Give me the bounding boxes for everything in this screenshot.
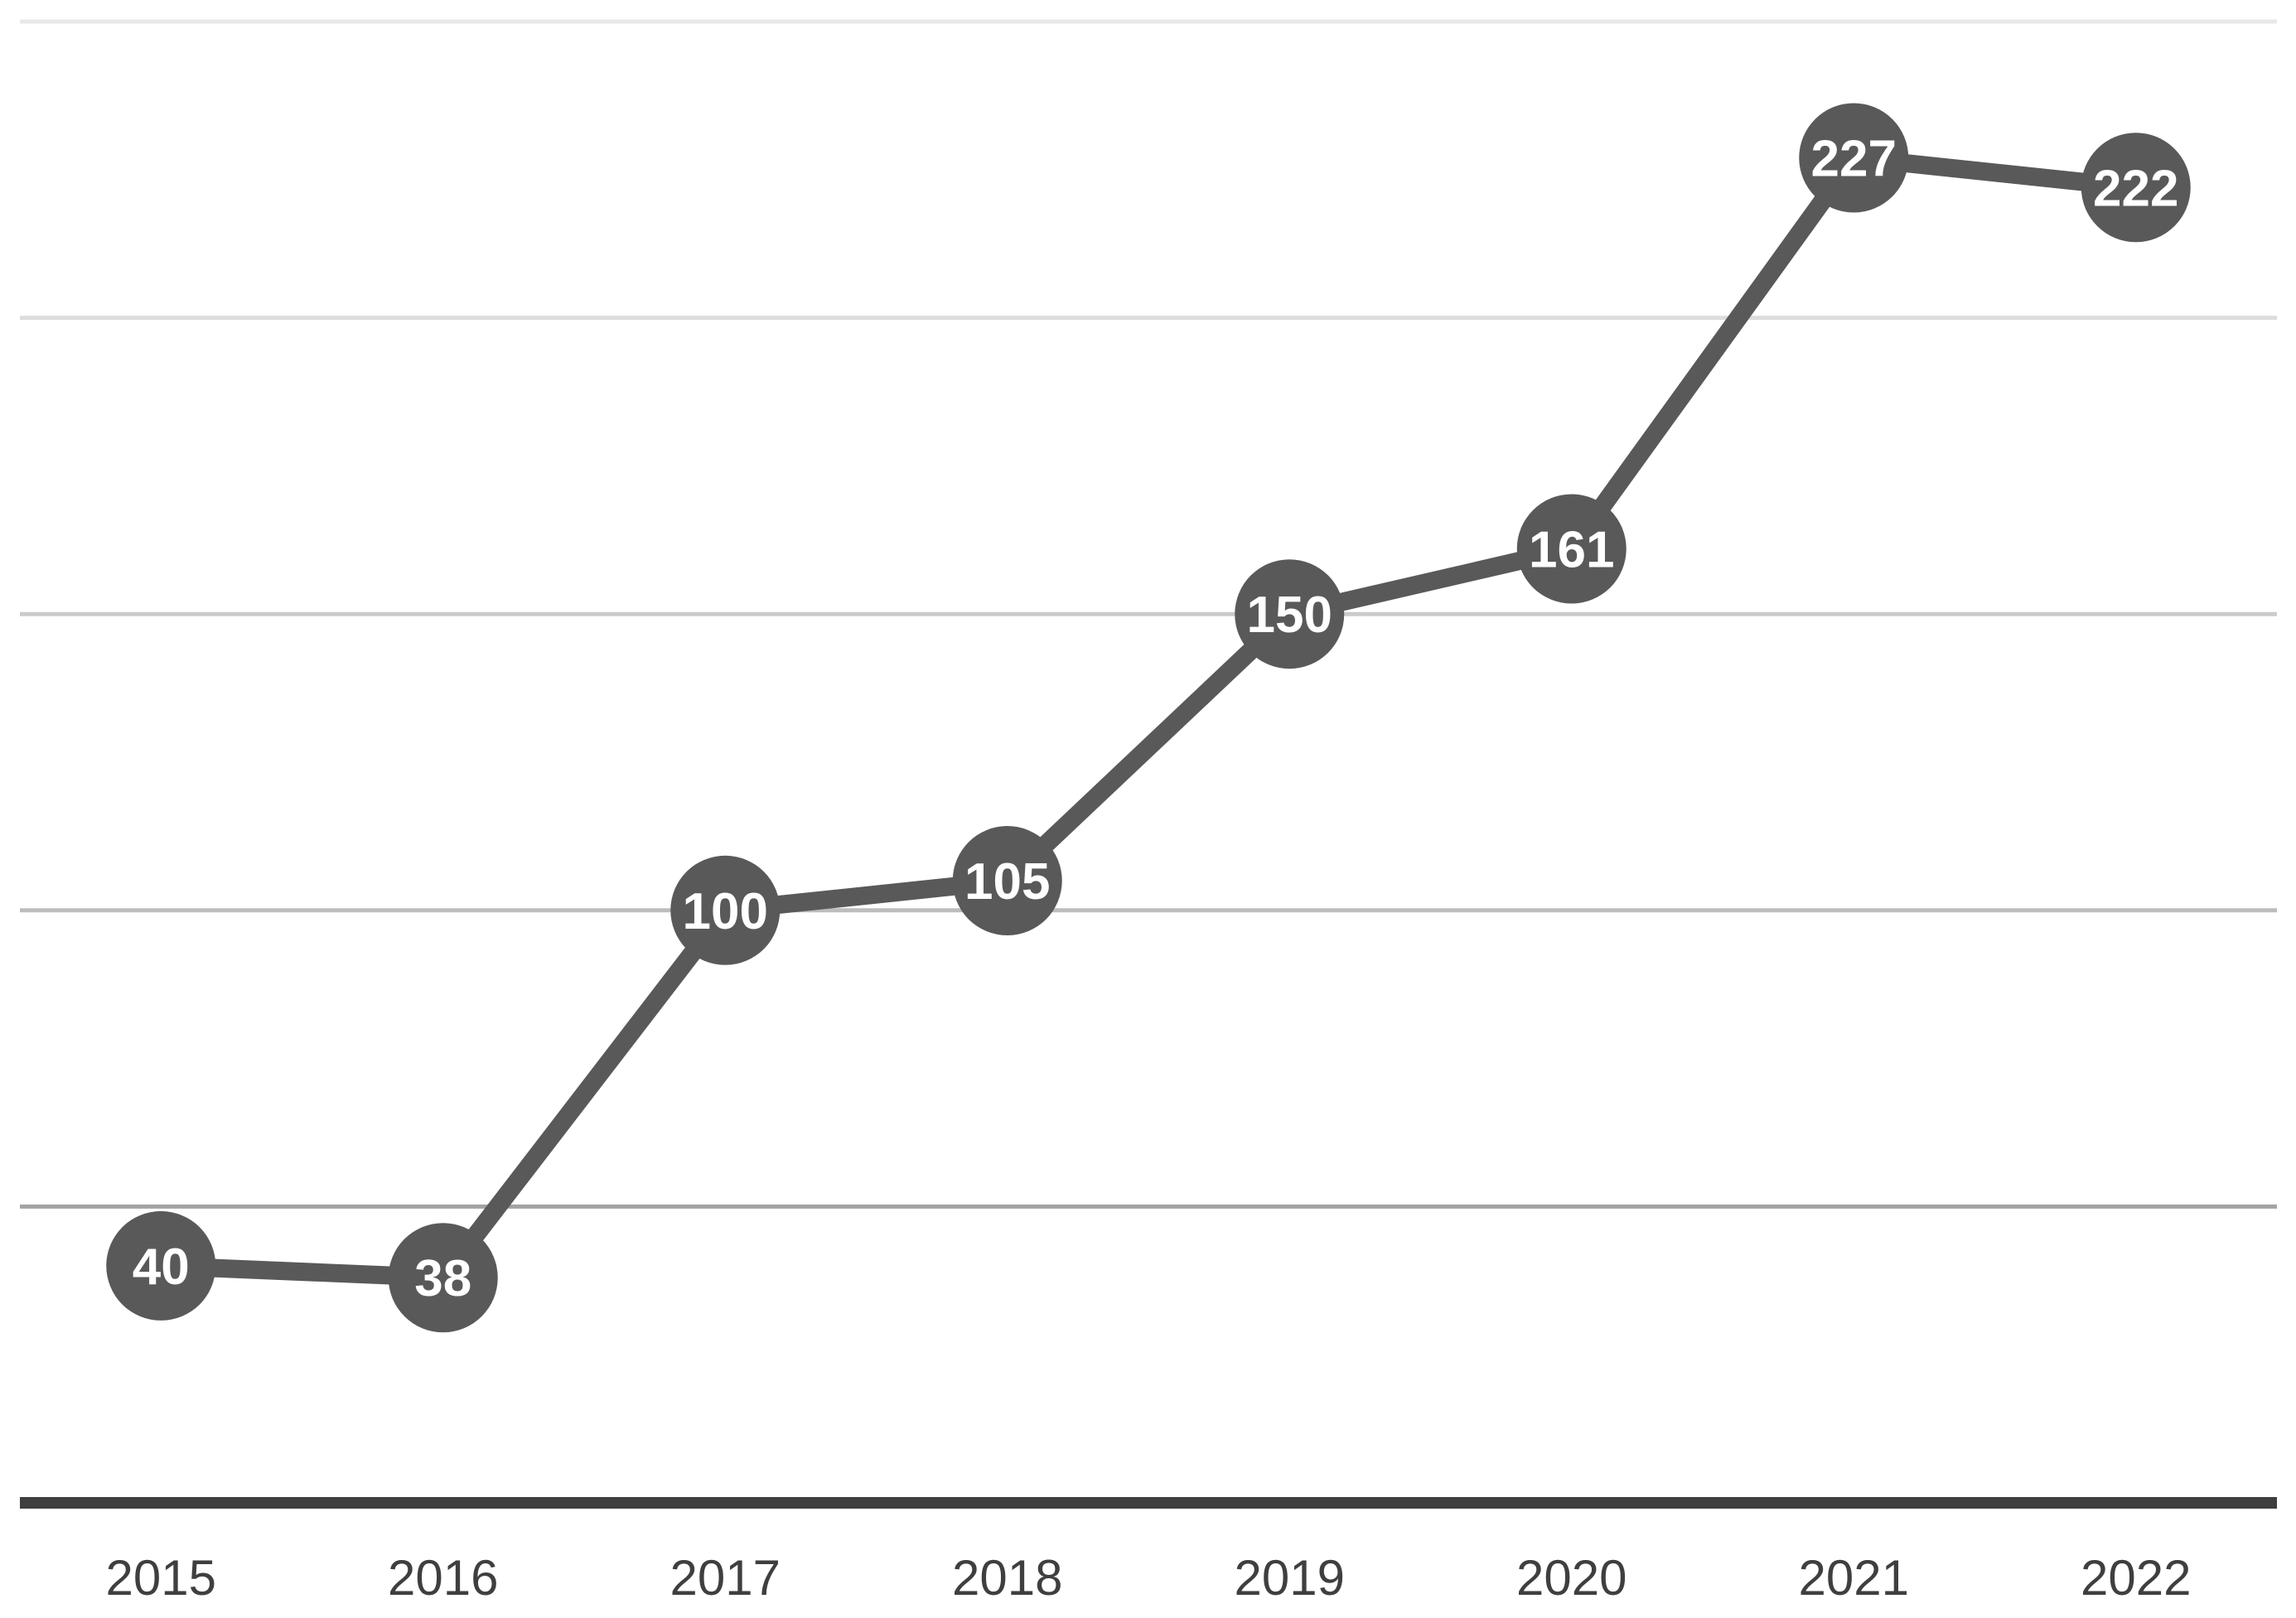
data-point-label-2021: 227	[1811, 130, 1897, 187]
data-point-label-2018: 105	[964, 853, 1050, 910]
x-axis-tick-label-2019: 2019	[1235, 1550, 1345, 1606]
x-axis-tick-label-2017: 2017	[670, 1550, 781, 1606]
x-axis-tick-label-2020: 2020	[1516, 1550, 1627, 1606]
data-point-label-2017: 100	[683, 883, 768, 940]
data-point-label-2022: 222	[2093, 160, 2178, 217]
data-point-marker-2015	[106, 1210, 216, 1321]
data-point-marker-2022	[2081, 133, 2191, 243]
x-axis-tick-label-2015: 2015	[106, 1550, 216, 1606]
data-point-label-2019: 150	[1247, 587, 1332, 644]
data-point-label-2016: 38	[414, 1250, 471, 1307]
x-axis-tick-label-2018: 2018	[952, 1550, 1062, 1606]
x-axis-tick-label-2021: 2021	[1799, 1550, 1909, 1606]
series-line	[152, 148, 2145, 1287]
data-point-marker-2020	[1516, 494, 1627, 604]
data-point-marker-2016	[388, 1223, 498, 1333]
data-point-label-2015: 40	[133, 1239, 190, 1296]
data-point-label-2020: 161	[1529, 522, 1614, 579]
data-point-marker-2018	[952, 826, 1062, 936]
x-axis-tick-label-2016: 2016	[388, 1550, 498, 1606]
data-point-marker-2019	[1235, 559, 1345, 669]
data-point-marker-2021	[1799, 103, 1909, 213]
data-point-marker-2017	[670, 855, 781, 965]
x-axis-tick-label-2022: 2022	[2081, 1550, 2191, 1606]
